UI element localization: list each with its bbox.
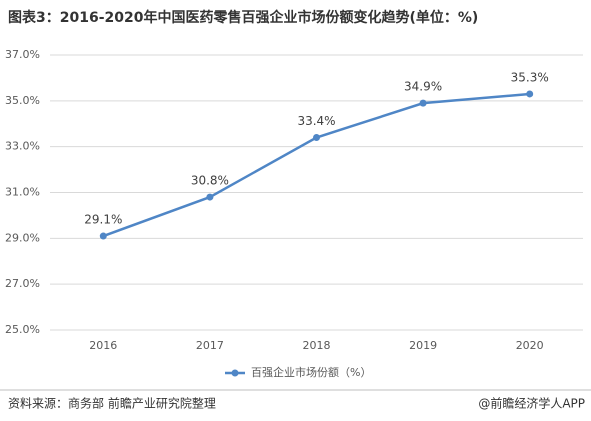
point [526,90,534,98]
y-tick-label: 25.0% [5,323,40,336]
point [99,232,107,240]
data-label: 33.4% [297,114,335,128]
x-tick-label: 2016 [89,339,117,352]
y-tick-label: 29.0% [5,231,40,244]
legend-marker [231,369,239,377]
credit: @前瞻经济学人APP [478,396,585,411]
y-tick-label: 27.0% [5,277,40,290]
x-tick-label: 2018 [303,339,331,352]
source: 资料来源：商务部 前瞻产业研究院整理 [8,396,216,411]
x-tick-label: 2019 [409,339,437,352]
legend-label: 百强企业市场份额（%） [251,365,371,379]
data-label: 35.3% [511,70,549,84]
point [206,193,214,201]
x-tick-label: 2017 [196,339,224,352]
y-tick-label: 37.0% [5,48,40,61]
point [313,134,320,141]
y-tick-label: 33.0% [5,140,40,153]
point [419,99,427,107]
y-tick-label: 35.0% [5,94,40,107]
x-tick-label: 2020 [516,339,544,352]
data-label: 29.1% [84,213,122,227]
chart-title: 图表3：2016-2020年中国医药零售百强企业市场份额变化趋势(单位：%) [8,9,478,26]
data-label: 34.9% [404,80,442,94]
y-tick-label: 31.0% [5,186,40,199]
data-label: 30.8% [191,174,229,188]
